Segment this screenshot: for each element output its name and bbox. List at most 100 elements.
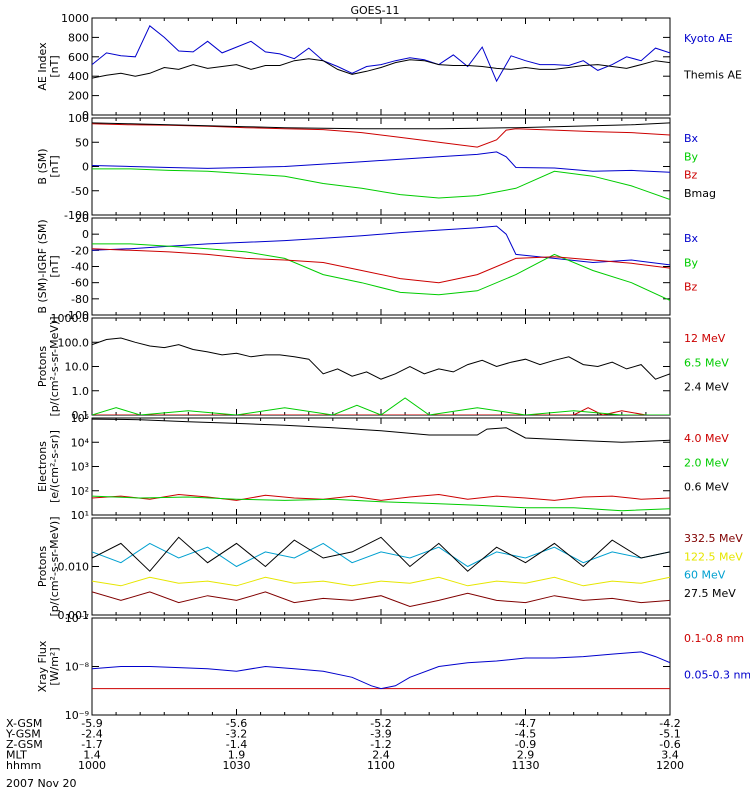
y-tick-label: 200 [68, 90, 89, 103]
y-tick-label: 600 [68, 51, 89, 64]
ephemeris-row-label: X-GSM [6, 717, 42, 730]
y-tick-label: 10⁻⁹ [65, 709, 89, 722]
legend-entry: 332.5 MeV [684, 532, 743, 545]
series-line-protons_low-1 [92, 397, 670, 415]
legend-entry: 2.4 MeV [684, 381, 729, 394]
series-line-b_sm-1 [92, 168, 670, 200]
y-axis-label: [nT] [48, 155, 61, 177]
y-axis-label: Protons [36, 546, 49, 587]
ephemeris-value: 2.4 [372, 749, 390, 762]
legend-entry: By [684, 150, 699, 163]
ephemeris-value: 3.4 [661, 749, 679, 762]
y-axis-label: [e/(cm²-s-sr)] [48, 430, 61, 503]
y-axis-label: B (SM)-IGRF (SM) [36, 219, 49, 313]
legend-entry: By [684, 256, 699, 269]
series-line-b_minus_igrf-1 [92, 243, 670, 301]
ephemeris-value: -0.6 [659, 738, 680, 751]
series-line-electrons-2 [92, 418, 670, 443]
y-tick-label: -50 [71, 185, 89, 198]
y-tick-label: 1000 [61, 12, 89, 25]
ephemeris-value: 1000 [78, 759, 106, 772]
y-tick-label: 800 [68, 31, 89, 44]
y-tick-label: 20 [75, 212, 89, 225]
series-line-ae-1 [92, 58, 670, 79]
panel-electrons: 10¹ 10² 10³ 10⁴ 10⁵ Electrons [e/(cm²-s-sr)] 4.… [36, 412, 729, 522]
ephemeris-value: -0.9 [515, 738, 536, 751]
ephemeris-value: -4.2 [659, 717, 680, 730]
panel-frame [91, 317, 671, 416]
y-tick-label: 100.0 [58, 336, 90, 349]
series-line-b_minus_igrf-0 [92, 225, 670, 266]
panel-xray: 10⁻⁹ 10⁻⁸ 10⁻⁷ Xray Flux [W/m²] 0.1-0.8 nm 0.0… [36, 612, 750, 722]
y-tick-label: 0 [82, 161, 89, 174]
legend-entry: Bz [684, 281, 698, 294]
y-tick-label: 100 [68, 112, 89, 125]
ephemeris-value: 1030 [223, 759, 251, 772]
series-line-electrons-1 [92, 495, 670, 512]
y-axis-label: [p/(cm²-s-sr-MeV)] [48, 317, 61, 417]
ephemeris-value: 1.9 [228, 749, 246, 762]
panel-b_sm: -100 -50 0 50 100 B (SM) [nT] Bx By Bz Bmag [36, 112, 716, 222]
ephemeris-value: -1.4 [226, 738, 247, 751]
legend-entry: 0.6 MeV [684, 481, 729, 494]
y-axis-label: Protons [36, 346, 49, 387]
panel-b_minus_igrf: -100 -80 -60 -40 -20 0 20 B (SM)-IGRF (SM) [nT] B… [36, 212, 699, 322]
ephemeris-value: -5.6 [226, 717, 247, 730]
legend-entry: Bx [684, 232, 699, 245]
y-axis-label: Xray Flux [36, 640, 49, 692]
ephemeris-value: -5.1 [659, 728, 680, 741]
series-line-ae-0 [92, 25, 670, 83]
legend-entry: 2.0 MeV [684, 456, 729, 469]
series-line-protons_high-2 [92, 542, 670, 568]
y-axis-label: Electrons [36, 441, 49, 492]
y-tick-label: 10³ [71, 461, 89, 474]
panel-frame [91, 617, 671, 716]
y-tick-label: 10.0 [65, 361, 90, 374]
panel-protons_low: 0.1 1.0 10.0 100.0 1000.0 Protons [p/(cm²-s-sr… [36, 312, 729, 422]
panel-ae: 0 200 400 600 800 1000 AE Index [nT] Kyoto AE The… [36, 12, 742, 122]
legend-entry: Themis AE [683, 69, 742, 82]
legend-entry: Kyoto AE [684, 32, 733, 45]
y-tick-label: 1.0 [72, 385, 90, 398]
ephemeris-value: 1.4 [83, 749, 101, 762]
y-axis-label: [nT] [48, 255, 61, 277]
y-tick-label: 1000.0 [51, 312, 90, 325]
y-tick-label: 0.010 [58, 561, 90, 574]
ephemeris-value: -1.7 [81, 738, 102, 751]
legend-entry: Bmag [684, 187, 716, 200]
y-axis-label: [W/m²] [48, 647, 61, 685]
panel-frame [91, 17, 671, 116]
legend-entry: 60 MeV [684, 569, 726, 582]
series-line-protons_low-2 [92, 337, 670, 380]
ephemeris-value: 2.9 [517, 749, 535, 762]
series-line-xray-1 [92, 651, 670, 690]
ephemeris-row-label: hhmm [6, 759, 41, 772]
y-tick-label: 10⁵ [71, 412, 89, 425]
ephemeris-value: -4.7 [515, 717, 536, 730]
date-label: 2007 Nov 20 [6, 777, 76, 790]
ephemeris-value: -3.9 [370, 728, 391, 741]
series-line-b_sm-2 [92, 123, 670, 148]
y-axis-label: [nT] [48, 55, 61, 77]
y-axis-label: B (SM) [36, 148, 49, 184]
x-axis-ephemeris-rows: X-GSM -5.9 -5.6 -5.2 -4.7 -4.2 Y-GSM -2.4 -3.2 -3… [5, 717, 684, 772]
series-line-b_sm-3 [92, 122, 670, 130]
y-tick-label: 0 [82, 109, 89, 122]
y-tick-label: 10² [71, 485, 89, 498]
series-line-protons_high-0 [92, 591, 670, 608]
ephemeris-value: -4.5 [515, 728, 536, 741]
series-line-b_sm-0 [92, 151, 670, 173]
y-tick-label: 10⁻⁷ [65, 612, 89, 625]
y-tick-label: 0.001 [58, 609, 90, 622]
y-tick-label: 10⁻⁸ [65, 661, 90, 674]
legend-entry: 0.1-0.8 nm [684, 632, 744, 645]
y-tick-label: -100 [64, 309, 89, 322]
legend-entry: 0.05-0.3 nm [684, 669, 750, 682]
ephemeris-row-label: MLT [6, 749, 27, 762]
y-tick-label: 10¹ [71, 509, 89, 522]
y-tick-label: -100 [64, 209, 89, 222]
y-tick-label: -80 [71, 293, 89, 306]
ephemeris-value: -1.2 [370, 738, 391, 751]
